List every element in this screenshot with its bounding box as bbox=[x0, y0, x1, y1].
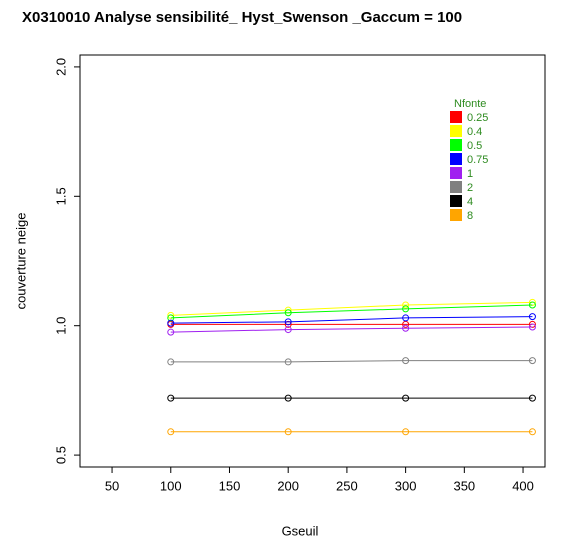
x-tick-label: 400 bbox=[512, 478, 534, 493]
point bbox=[528, 323, 536, 331]
series-line bbox=[170, 316, 533, 324]
y-tick-label: 0.5 bbox=[53, 446, 68, 464]
series-line bbox=[170, 301, 533, 316]
legend-swatch bbox=[450, 111, 462, 123]
point bbox=[402, 357, 410, 365]
legend-label: 0.25 bbox=[467, 112, 488, 124]
y-tick-label: 2.0 bbox=[53, 58, 68, 76]
legend-label: 0.75 bbox=[467, 154, 488, 166]
legend-swatch bbox=[450, 167, 462, 179]
point bbox=[284, 394, 292, 402]
plot-frame bbox=[79, 54, 546, 468]
x-tick-label: 350 bbox=[453, 478, 475, 493]
point bbox=[167, 428, 175, 436]
point bbox=[402, 324, 410, 332]
x-tick-label: 200 bbox=[277, 478, 299, 493]
y-axis-label: couverture neige bbox=[13, 213, 28, 310]
x-tick-label: 50 bbox=[105, 478, 119, 493]
point bbox=[167, 319, 175, 327]
point bbox=[167, 311, 175, 319]
y-tick-label: 1.0 bbox=[53, 317, 68, 335]
point bbox=[167, 314, 175, 322]
point bbox=[284, 318, 292, 326]
x-axis-label: Gseuil bbox=[282, 523, 319, 538]
legend-swatch bbox=[450, 181, 462, 193]
legend-title: Nfonte bbox=[454, 98, 486, 110]
legend-label: 8 bbox=[467, 210, 473, 222]
series-line bbox=[170, 326, 533, 333]
point bbox=[402, 428, 410, 436]
chart-title: X0310010 Analyse sensibilité_ Hyst_Swens… bbox=[22, 9, 462, 26]
series-line bbox=[170, 360, 533, 363]
point bbox=[167, 394, 175, 402]
x-tick-label: 100 bbox=[160, 478, 182, 493]
point bbox=[402, 301, 410, 309]
x-tick-label: 250 bbox=[336, 478, 358, 493]
point bbox=[528, 394, 536, 402]
point bbox=[402, 305, 410, 313]
point bbox=[284, 428, 292, 436]
point bbox=[528, 428, 536, 436]
point bbox=[528, 313, 536, 321]
x-tick-label: 300 bbox=[395, 478, 417, 493]
series-line bbox=[170, 304, 533, 319]
legend-swatch bbox=[450, 209, 462, 221]
point bbox=[528, 301, 536, 309]
point bbox=[284, 358, 292, 366]
legend-swatch bbox=[450, 153, 462, 165]
legend-label: 0.4 bbox=[467, 126, 482, 138]
legend-swatch bbox=[450, 195, 462, 207]
legend-label: 0.5 bbox=[467, 140, 482, 152]
point bbox=[402, 394, 410, 402]
y-tick-label: 1.5 bbox=[53, 187, 68, 205]
point bbox=[284, 326, 292, 334]
legend-swatch bbox=[450, 125, 462, 137]
x-tick-label: 150 bbox=[219, 478, 241, 493]
legend-swatch bbox=[450, 139, 462, 151]
legend-label: 1 bbox=[467, 168, 473, 180]
legend-label: 4 bbox=[467, 196, 473, 208]
point bbox=[284, 309, 292, 317]
point bbox=[167, 328, 175, 336]
point bbox=[402, 314, 410, 322]
point bbox=[167, 358, 175, 366]
legend-label: 2 bbox=[467, 182, 473, 194]
point bbox=[528, 357, 536, 365]
